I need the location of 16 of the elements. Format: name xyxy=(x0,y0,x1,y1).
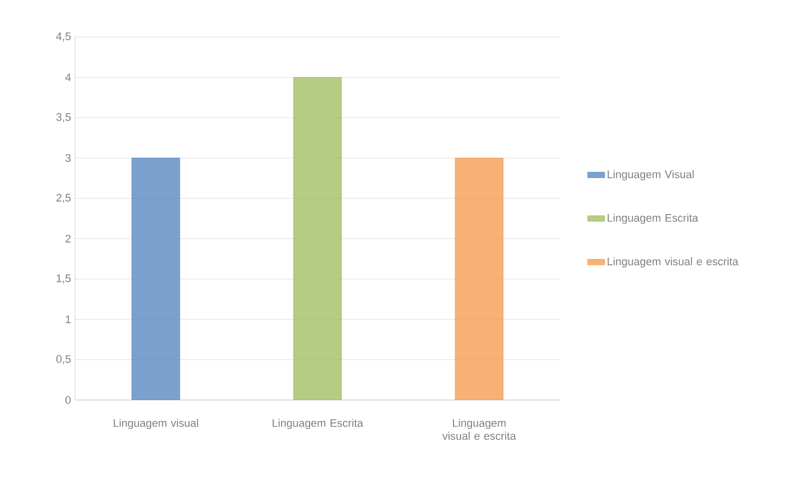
y-tick-label: 4,5 xyxy=(56,32,71,42)
legend-label: Linguagem visual e escrita xyxy=(608,257,738,268)
y-tick-label: 0,5 xyxy=(56,355,71,364)
y-tick-label: 2,5 xyxy=(56,194,71,203)
y-tick-label: 2 xyxy=(66,234,71,242)
y-tick-label: 1,5 xyxy=(56,274,71,284)
y-tick-label: 0 xyxy=(65,396,71,404)
legend-label: Linguagem Escrita xyxy=(608,214,698,224)
y-tick-label: 1 xyxy=(66,316,71,324)
x-tick-label: Linguagem visual xyxy=(114,418,198,430)
legend-label: Linguagem Visual xyxy=(608,170,694,180)
x-tick-label: Linguagem visual e escrita xyxy=(442,418,516,440)
y-tick-label: 3 xyxy=(65,154,71,162)
y-tick-label: 4 xyxy=(65,74,71,82)
y-tick-label: 3,5 xyxy=(56,113,71,122)
x-tick-label: Linguagem Escrita xyxy=(272,418,364,430)
